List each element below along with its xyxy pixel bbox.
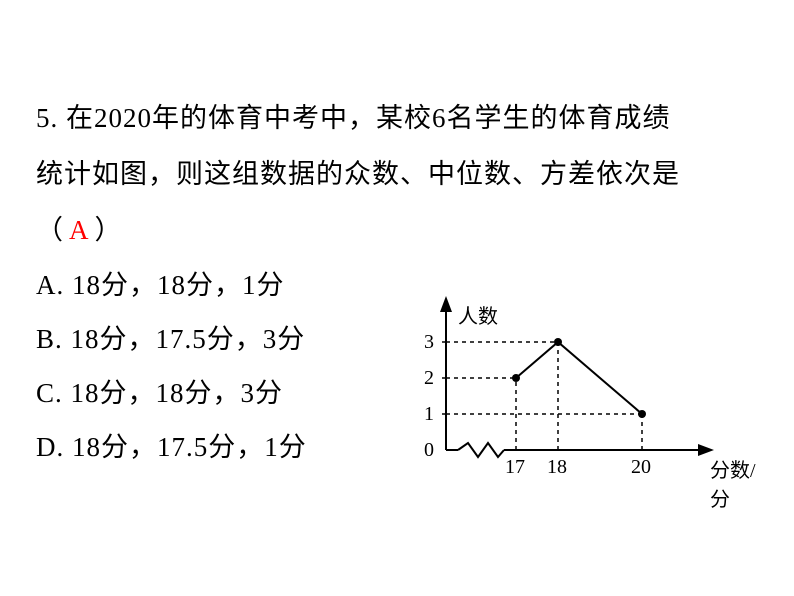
chart-container: 人数 分数/分 0123171820 (388, 286, 768, 506)
paren-close: ） (95, 215, 122, 245)
question-line-2: 统计如图，则这组数据的众数、中位数、方差依次是 (36, 146, 758, 202)
x-tick-label: 20 (631, 456, 651, 479)
question-line-1: 5. 在2020年的体育中考中，某校6名学生的体育成绩 (36, 90, 758, 146)
x-tick-label: 18 (547, 456, 567, 479)
y-axis-label: 人数 (458, 300, 498, 329)
answer-paren: （A） (36, 202, 758, 258)
y-tick-label: 1 (424, 403, 434, 426)
x-tick-label: 17 (505, 456, 525, 479)
y-tick-label: 0 (424, 439, 434, 462)
paren-open: （ (36, 215, 63, 245)
x-axis-label: 分数/分 (710, 454, 768, 512)
y-tick-label: 2 (424, 367, 434, 390)
answer-letter: A (69, 215, 89, 245)
y-tick-label: 3 (424, 331, 434, 354)
